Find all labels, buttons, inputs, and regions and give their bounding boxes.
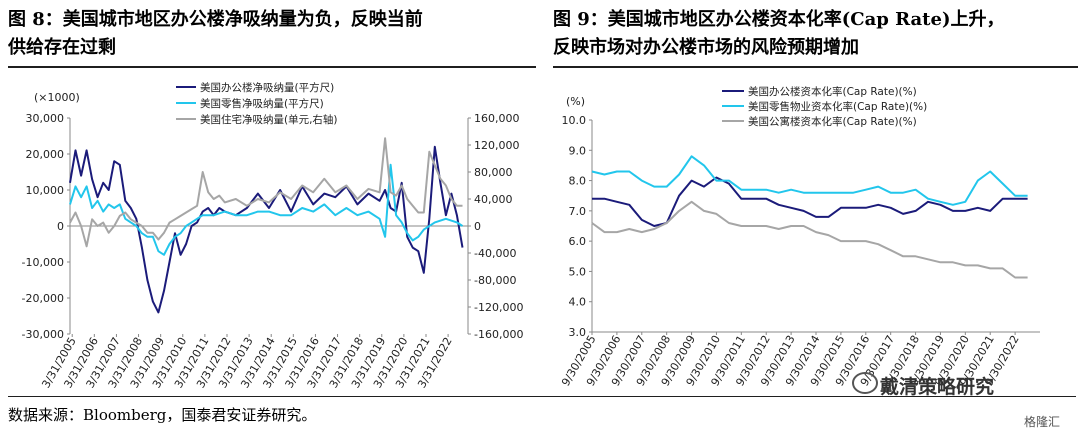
right-tick-label: -160,000: [474, 328, 523, 341]
y-tick-label: 7.0: [569, 205, 587, 218]
corner-badge: 格隆汇: [1024, 415, 1061, 429]
cap-rate-chart: (%)3.04.05.06.07.08.09.010.09/30/20059/3…: [559, 85, 1040, 388]
right-title-divider: [553, 66, 1078, 68]
left-tick-label: 20,000: [26, 148, 65, 161]
left-chart-title: 图 8：美国城市地区办公楼净吸纳量为负，反映当前 供给存在过剩: [8, 6, 538, 62]
y-tick-label: 8.0: [569, 175, 587, 188]
right-tick-label: -80,000: [474, 274, 516, 287]
right-tick-label: 120,000: [474, 139, 520, 152]
left-title-line-1: 图 8：美国城市地区办公楼净吸纳量为负，反映当前: [8, 9, 423, 30]
left-tick-label: 10,000: [26, 184, 65, 197]
left-tick-label: 30,000: [26, 112, 65, 125]
right-tick-label: 40,000: [474, 193, 513, 206]
unit-label: (×1000): [34, 91, 80, 104]
right-title-line-2: 反映市场对办公楼市场的风险预期增加: [553, 37, 859, 58]
legend-entry: 美国办公楼净吸纳量(平方尺): [200, 81, 334, 94]
unit-label: (%): [566, 95, 585, 108]
absorption-chart: (×1000) -30,000 -20,000 -10,000 0 10,000 20,00…: [22, 81, 524, 390]
y-tick-label: 6.0: [569, 235, 587, 248]
left-title-line-2: 供给存在过剩: [8, 37, 116, 58]
right-tick-label: 0: [474, 220, 481, 233]
series-line-2: [69, 163, 464, 256]
source-note: 数据来源：Bloomberg，国泰君安证券研究。: [8, 406, 317, 424]
series-line-2: [591, 155, 1028, 206]
y-tick-label: 5.0: [569, 265, 587, 278]
right-tick-label: 80,000: [474, 166, 513, 179]
left-tick-label: -10,000: [22, 256, 64, 269]
left-tick-label: -30,000: [22, 328, 64, 341]
series-line-3: [69, 137, 463, 248]
right-chart-title: 图 9：美国城市地区办公楼资本化率(Cap Rate)上升， 反映市场对办公楼市…: [553, 6, 1078, 62]
watermark: 戴清策略研究: [880, 376, 995, 398]
legend-entry: 美国住宅净吸纳量(单元,右轴): [200, 113, 338, 126]
right-tick-label: -120,000: [474, 301, 523, 314]
right-tick-label: -40,000: [474, 247, 516, 260]
right-title-line-1: 图 9：美国城市地区办公楼资本化率(Cap Rate)上升，: [553, 9, 1005, 30]
footer-divider: [8, 396, 1076, 397]
left-title-divider: [8, 66, 536, 68]
legend-entry: 美国办公楼资本化率(Cap Rate)(%): [748, 85, 917, 98]
y-tick-label: 10.0: [562, 114, 587, 127]
legend-entry: 美国零售净吸纳量(平方尺): [200, 97, 324, 110]
left-tick-label: -20,000: [22, 292, 64, 305]
y-tick-label: 9.0: [569, 144, 587, 157]
wechat-icon: [852, 372, 878, 394]
right-tick-label: 160,000: [474, 112, 520, 125]
legend-entry: 美国公寓楼资本化率(Cap Rate)(%): [748, 115, 917, 128]
y-tick-label: 3.0: [569, 326, 587, 339]
legend-entry: 美国零售物业资本化率(Cap Rate)(%): [748, 100, 927, 113]
y-tick-label: 4.0: [569, 296, 587, 309]
series-line-3: [591, 200, 1028, 279]
left-tick-label: 0: [57, 220, 64, 233]
